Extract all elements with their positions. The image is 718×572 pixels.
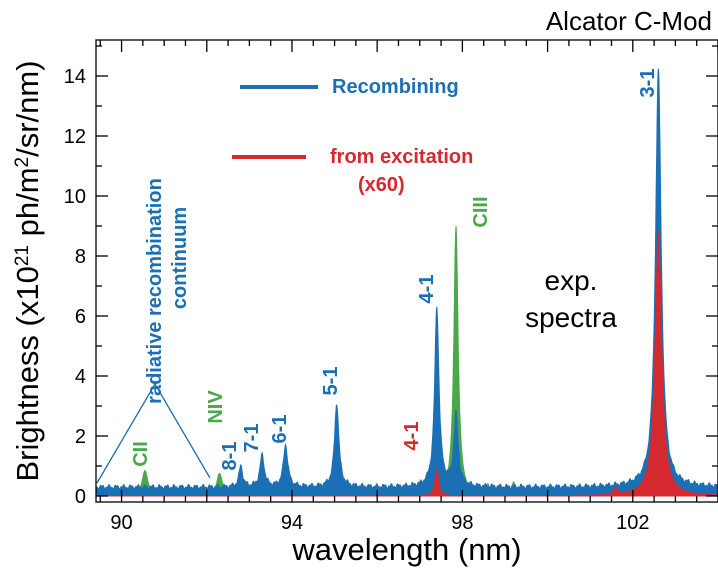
label-51: 5-1 — [320, 367, 342, 396]
annotation-continuum-line1: radiative recombination — [144, 178, 166, 404]
annotation-spectra: spectra — [525, 302, 617, 333]
label-41-blue: 4-1 — [416, 275, 438, 304]
annotation-continuum-line2: continuum — [169, 207, 191, 309]
continuum-triangle — [96, 382, 211, 484]
legend-label-excitation-scale: (x60) — [358, 174, 405, 196]
x-tick-label: 98 — [451, 512, 473, 534]
plot-frame — [95, 39, 718, 503]
axis-tick-labels: 90 94 98 102 0 2 4 6 8 10 12 14 — [64, 66, 650, 534]
axis-ticks — [96, 40, 718, 502]
series-area-excitation — [96, 231, 718, 497]
x-tick-label: 102 — [616, 512, 649, 534]
x-axis-title: wavelength (nm) — [291, 532, 521, 567]
label-71: 7-1 — [241, 424, 263, 453]
y-tick-label: 14 — [64, 66, 86, 88]
label-31: 3-1 — [637, 69, 659, 98]
series-areas — [95, 68, 718, 497]
x-tick-label: 94 — [281, 512, 303, 534]
label-niv: NIV — [205, 390, 227, 424]
label-41-red: 4-1 — [401, 422, 423, 451]
y-tick-label: 4 — [75, 366, 86, 388]
y-tick-label: 10 — [64, 186, 86, 208]
y-axis-title: Brightness (x1021 ph/m2/sr/nm) — [10, 60, 45, 481]
y-tick-label: 12 — [64, 126, 86, 148]
legend: Recombining from excitation (x60) — [232, 76, 473, 196]
legend-label-excitation: from excitation — [330, 146, 473, 168]
label-81: 8-1 — [219, 442, 241, 471]
chart-title: Alcator C-Mod — [546, 6, 712, 36]
y-tick-label: 6 — [75, 306, 86, 328]
legend-label-recombining: Recombining — [332, 76, 459, 98]
y-tick-label: 0 — [75, 486, 86, 508]
label-cii: CII — [130, 441, 152, 467]
label-ciii: CIII — [470, 196, 492, 227]
y-tick-label: 8 — [75, 246, 86, 268]
annotation-exp: exp. — [545, 265, 598, 296]
x-tick-label: 90 — [110, 512, 132, 534]
label-61: 6-1 — [269, 415, 291, 444]
y-tick-label: 2 — [75, 426, 86, 448]
